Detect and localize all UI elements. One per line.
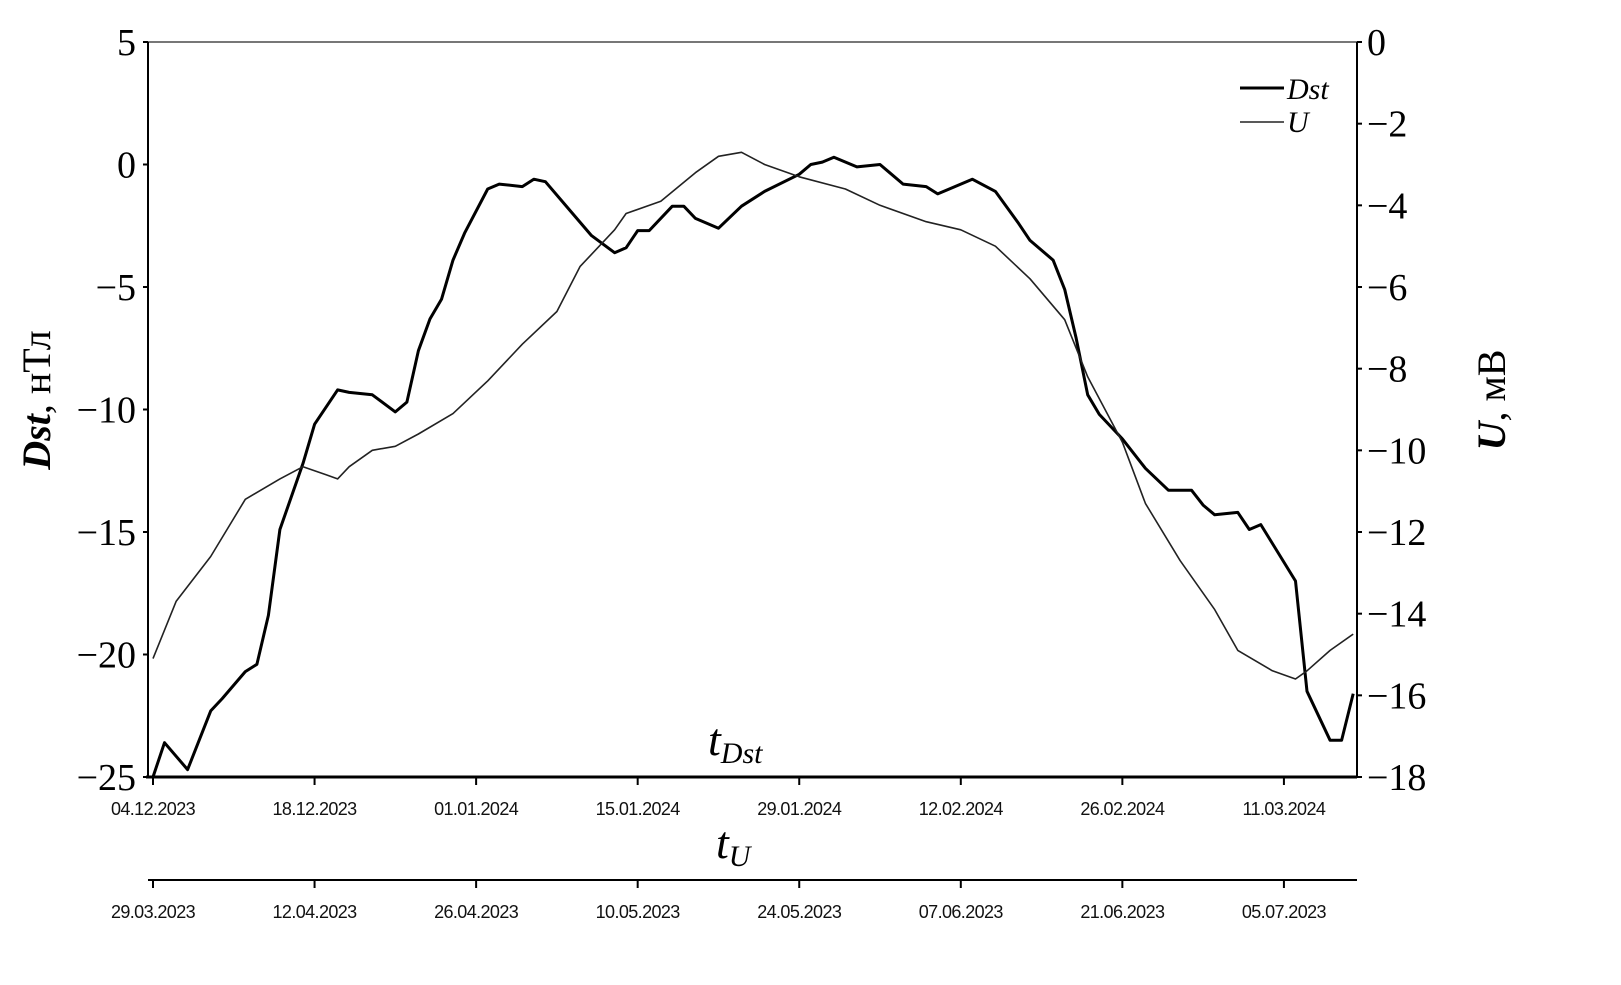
x-tick-label: 07.06.2023 (919, 902, 1004, 922)
legend: Dst U (1240, 73, 1329, 139)
x-dst-axis-label: tDst (708, 714, 763, 770)
right-tick-label: −6 (1367, 267, 1407, 309)
left-tick-label: −15 (77, 512, 136, 554)
x-tick-label: 12.04.2023 (273, 902, 358, 922)
x-tick-label: 12.02.2024 (919, 799, 1004, 819)
left-y-axis-label: Dst, нТл (14, 330, 59, 470)
x-tick-label: 15.01.2024 (596, 799, 681, 819)
x-tick-label: 29.03.2023 (111, 902, 196, 922)
left-tick-label: −10 (77, 390, 136, 432)
x-tick-label: 10.05.2023 (596, 902, 681, 922)
x-tick-label: 21.06.2023 (1080, 902, 1165, 922)
x-tick-label: 05.07.2023 (1242, 902, 1327, 922)
series-group (151, 151, 1355, 778)
series-line-u (152, 151, 1354, 680)
x-tick-label: 01.01.2024 (434, 799, 519, 819)
left-tick-label: −20 (77, 635, 136, 677)
right-tick-label: −16 (1367, 675, 1426, 717)
x-tick-label: 26.04.2023 (434, 902, 519, 922)
x-tick-label: 04.12.2023 (111, 799, 196, 819)
x-tick-label: 11.03.2024 (1243, 799, 1326, 819)
x-tick-label: 24.05.2023 (757, 902, 842, 922)
x-tick-label: 18.12.2023 (273, 799, 358, 819)
left-tick-label: −25 (77, 757, 136, 799)
right-tick-label: −12 (1367, 512, 1426, 554)
left-y-ticks: 5 0 −5 −10 −15 −20 −25 (77, 22, 148, 799)
x-tick-label: 26.02.2024 (1080, 799, 1165, 819)
x-tick-label: 29.01.2024 (757, 799, 842, 819)
right-tick-label: −2 (1367, 104, 1407, 146)
left-tick-label: 0 (117, 145, 136, 187)
right-y-ticks: 0 −2 −4 −6 −8 −10 −12 −14 −16 −18 (1357, 22, 1426, 799)
right-tick-label: −10 (1367, 430, 1426, 472)
series-line-dst (151, 155, 1355, 778)
x-u-ticks: 29.03.2023 12.04.2023 26.04.2023 10.05.2023… (111, 880, 1327, 922)
right-tick-label: −4 (1367, 185, 1407, 227)
legend-dst-label: Dst (1286, 73, 1329, 106)
right-y-axis-label: U, мВ (1469, 350, 1514, 451)
left-tick-label: −5 (96, 267, 136, 309)
right-tick-label: 0 (1367, 22, 1386, 64)
left-tick-label: 5 (117, 22, 136, 64)
legend-u-label: U (1287, 106, 1311, 139)
right-tick-label: −14 (1367, 594, 1426, 636)
right-tick-label: −18 (1367, 757, 1426, 799)
right-tick-label: −8 (1367, 349, 1407, 391)
x-u-axis-label: tU (716, 817, 753, 873)
x-dst-ticks: 04.12.2023 18.12.2023 01.01.2024 15.01.2024… (111, 777, 1326, 819)
